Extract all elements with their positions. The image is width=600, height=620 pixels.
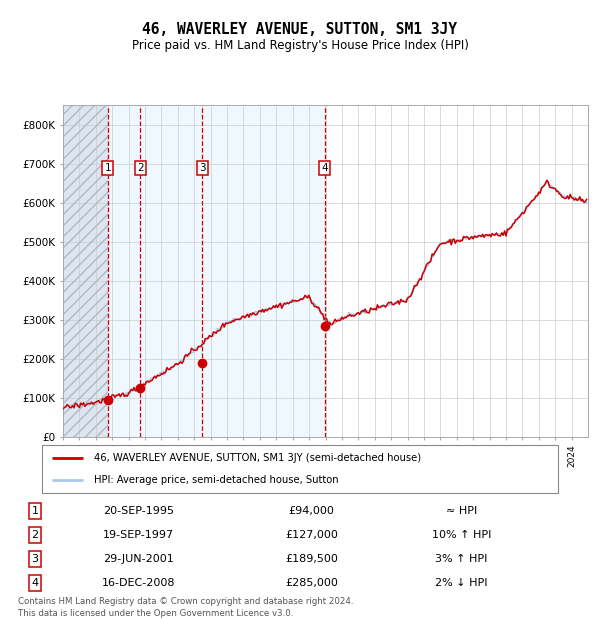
Bar <box>63 105 107 437</box>
Bar <box>140 105 202 437</box>
Text: 2% ↓ HPI: 2% ↓ HPI <box>435 578 488 588</box>
Bar <box>107 105 140 437</box>
Text: 2: 2 <box>137 163 144 173</box>
Text: 29-JUN-2001: 29-JUN-2001 <box>103 554 174 564</box>
Text: 19-SEP-1997: 19-SEP-1997 <box>103 530 174 540</box>
Text: Price paid vs. HM Land Registry's House Price Index (HPI): Price paid vs. HM Land Registry's House … <box>131 39 469 51</box>
Text: 3: 3 <box>32 554 38 564</box>
Text: 4: 4 <box>31 578 38 588</box>
Text: £285,000: £285,000 <box>285 578 338 588</box>
FancyBboxPatch shape <box>42 445 558 493</box>
Text: 3: 3 <box>199 163 206 173</box>
Text: £189,500: £189,500 <box>285 554 338 564</box>
Text: 16-DEC-2008: 16-DEC-2008 <box>102 578 175 588</box>
Text: 2: 2 <box>31 530 38 540</box>
Text: £94,000: £94,000 <box>289 506 334 516</box>
Text: 1: 1 <box>104 163 111 173</box>
Text: 46, WAVERLEY AVENUE, SUTTON, SM1 3JY: 46, WAVERLEY AVENUE, SUTTON, SM1 3JY <box>143 22 458 37</box>
Text: 1: 1 <box>32 506 38 516</box>
Text: 3% ↑ HPI: 3% ↑ HPI <box>435 554 487 564</box>
Text: ≈ HPI: ≈ HPI <box>446 506 477 516</box>
Text: 10% ↑ HPI: 10% ↑ HPI <box>431 530 491 540</box>
Text: 4: 4 <box>322 163 328 173</box>
Text: 46, WAVERLEY AVENUE, SUTTON, SM1 3JY (semi-detached house): 46, WAVERLEY AVENUE, SUTTON, SM1 3JY (se… <box>94 453 421 463</box>
Bar <box>63 105 107 437</box>
Text: £127,000: £127,000 <box>285 530 338 540</box>
Text: 20-SEP-1995: 20-SEP-1995 <box>103 506 174 516</box>
Bar <box>202 105 325 437</box>
Text: HPI: Average price, semi-detached house, Sutton: HPI: Average price, semi-detached house,… <box>94 475 338 485</box>
Text: Contains HM Land Registry data © Crown copyright and database right 2024.
This d: Contains HM Land Registry data © Crown c… <box>18 597 353 618</box>
